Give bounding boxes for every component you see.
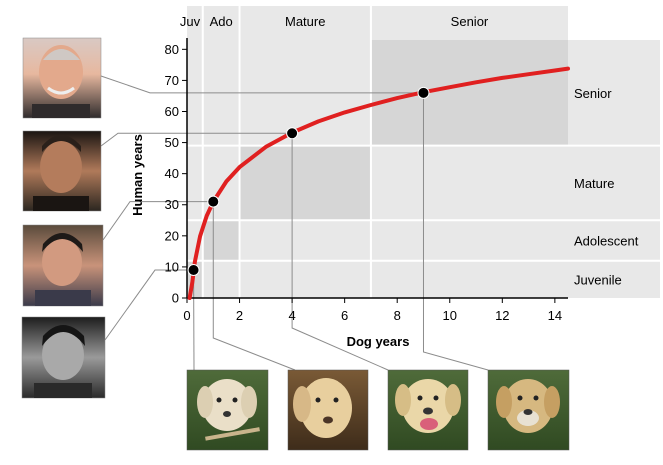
- person-connector-3: [102, 201, 214, 241]
- person-connector-2: [100, 132, 293, 147]
- boy-photo: [21, 316, 106, 399]
- y-tick-label-10: 10: [165, 259, 179, 274]
- x-tick-label-6: 6: [341, 308, 348, 323]
- dog-stage-label-ado: Ado: [210, 14, 233, 29]
- x-tick-label-10: 10: [443, 308, 457, 323]
- axes: 0 2 4 6 8 10 12 14 0 10 20 30 40 50 60 70 80: [165, 38, 568, 323]
- mature-man-photo: [22, 130, 102, 212]
- y-tick-label-40: 40: [165, 166, 179, 181]
- y-tick-label-60: 60: [165, 104, 179, 119]
- young-yellow-lab-photo: [287, 369, 369, 451]
- age-curve-layer: [187, 66, 570, 300]
- human-stage-label-senior: Senior: [574, 86, 612, 101]
- yellow-lab-puppy-photo: [186, 369, 269, 451]
- x-tick-label-12: 12: [495, 308, 509, 323]
- x-tick-label-0: 0: [183, 308, 190, 323]
- y-tick-label-80: 80: [165, 42, 179, 57]
- x-tick-label-4: 4: [288, 308, 295, 323]
- dog-connector-3: [291, 133, 389, 371]
- dog-stage-label-senior: Senior: [451, 14, 489, 29]
- person-photos: [21, 37, 106, 399]
- stage-box-3: [239, 145, 371, 221]
- x-tick-label-8: 8: [394, 308, 401, 323]
- y-tick-label-70: 70: [165, 73, 179, 88]
- data-point-4: [417, 86, 430, 99]
- x-tick-label-14: 14: [548, 308, 562, 323]
- y-tick-label-50: 50: [165, 135, 179, 150]
- person-connector-1: [100, 75, 424, 94]
- data-point-1: [187, 264, 200, 277]
- human-stage-band: [568, 40, 660, 298]
- stage-boxes: [187, 40, 568, 298]
- x-tick-label-2: 2: [236, 308, 243, 323]
- dog-stage-label-juv: Juv: [180, 14, 201, 29]
- connector-lines: [100, 75, 489, 371]
- age-curve: [187, 66, 570, 300]
- y-tick-label-30: 30: [165, 197, 179, 212]
- person-connector-4: [104, 269, 194, 341]
- y-tick-label-0: 0: [172, 291, 179, 306]
- y-axis-title: Human years: [130, 134, 145, 216]
- dog-photos: [186, 369, 570, 451]
- stage-labels: Juv Ado Mature Senior Juvenile Adolescent Matu…: [180, 14, 639, 287]
- human-stage-label-adolescent: Adolescent: [574, 233, 639, 248]
- data-points: [187, 86, 430, 277]
- y-tick-label-20: 20: [165, 228, 179, 243]
- adult-yellow-lab-photo: [387, 369, 469, 451]
- dog-connector-4: [422, 92, 489, 371]
- human-stage-label-mature: Mature: [574, 176, 614, 191]
- data-point-3: [286, 127, 299, 140]
- data-point-2: [207, 195, 220, 208]
- senior-yellow-lab-photo: [487, 369, 570, 451]
- senior-man-photo: [22, 37, 102, 119]
- dog-connector-2: [212, 201, 296, 371]
- stage-box-2: [202, 220, 240, 261]
- x-axis-title: Dog years: [347, 334, 410, 349]
- human-stage-label-juvenile: Juvenile: [574, 272, 622, 287]
- dog-stage-label-mature: Mature: [285, 14, 325, 29]
- young-man-photo: [22, 224, 104, 307]
